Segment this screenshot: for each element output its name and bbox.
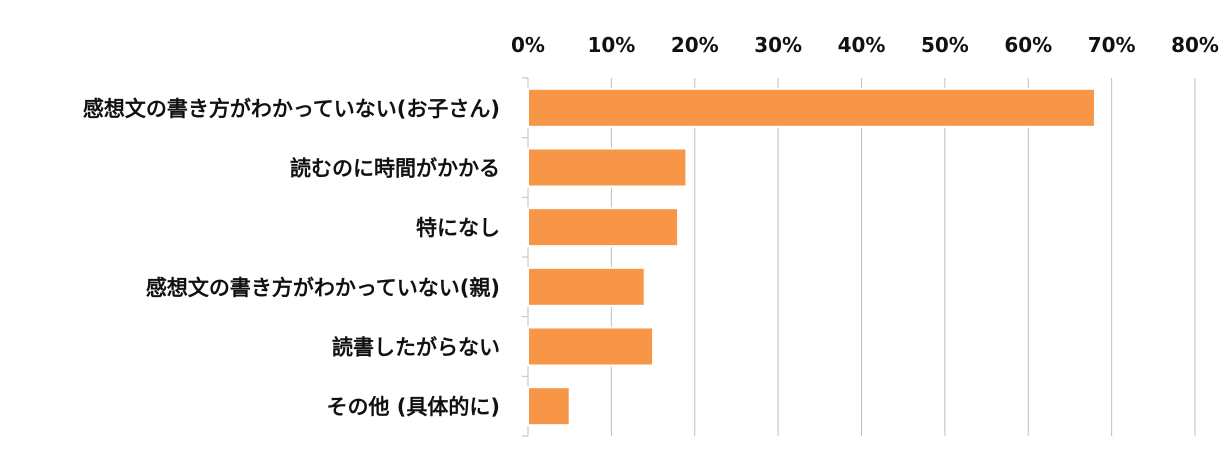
x-tick-label-8: 80% xyxy=(1171,33,1219,57)
category-label-1: 読むのに時間がかかる xyxy=(290,157,500,181)
x-tick-label-2: 20% xyxy=(671,33,719,57)
x-tick-label-7: 70% xyxy=(1088,33,1136,57)
grid-lines xyxy=(522,77,1196,437)
category-label-2: 特になし xyxy=(416,216,500,240)
x-tick-label-4: 40% xyxy=(838,33,886,57)
x-tick-label-5: 50% xyxy=(921,33,969,57)
bar-1 xyxy=(527,147,688,188)
x-tick-label-0: 0% xyxy=(511,33,545,57)
bars xyxy=(527,87,1096,427)
bar-2 xyxy=(527,207,680,248)
bar-4 xyxy=(527,326,655,367)
x-axis-tick-labels: 0% 10% 20% 30% 40% 50% 60% 70% 80% xyxy=(511,33,1219,57)
category-label-0: 感想文の書き方がわかっていない(お子さん) xyxy=(83,97,500,121)
bar-3 xyxy=(527,266,646,307)
x-tick-label-3: 30% xyxy=(754,33,802,57)
x-tick-label-6: 60% xyxy=(1004,33,1052,57)
category-label-4: 読書したがらない xyxy=(332,336,500,360)
category-label-5: その他 (具体的に) xyxy=(326,395,500,419)
category-label-3: 感想文の書き方がわかっていない(親) xyxy=(146,276,500,300)
x-tick-label-1: 10% xyxy=(587,33,635,57)
category-labels: 感想文の書き方がわかっていない(お子さん) 読むのに時間がかかる特になし感想文の書… xyxy=(83,97,500,419)
bar-0 xyxy=(527,87,1096,128)
bar-5 xyxy=(527,386,571,427)
